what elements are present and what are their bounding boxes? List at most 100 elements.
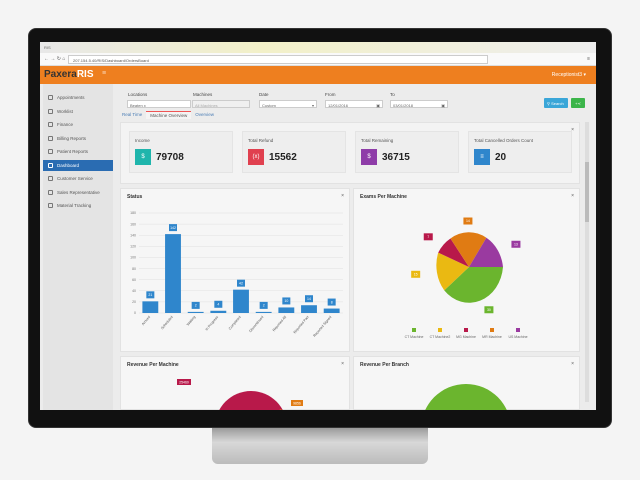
- data-label-box: [237, 279, 245, 287]
- pie-label-box: [511, 240, 521, 248]
- stat-icon: (x): [248, 149, 264, 165]
- data-label: 2: [263, 304, 265, 308]
- data-label-box: [282, 297, 291, 305]
- data-label-box: [327, 298, 336, 306]
- tab-real-time[interactable]: Real Time: [122, 112, 143, 117]
- sidebar-item-label: Customer Service: [57, 176, 93, 181]
- sidebar: Appointments Worklist Finance Billing Repor…: [43, 84, 113, 410]
- url-input[interactable]: 207.154.5.40/RIS/Dashboard/OrdersBoard: [68, 55, 488, 64]
- sidebar-item-patient-reports[interactable]: Patient Reports: [43, 146, 113, 157]
- date-select[interactable]: Custom ▾: [259, 100, 317, 108]
- x-tick-label: Completed: [228, 315, 242, 331]
- stat-card: Total Cancelled Orders Count ≡ 20: [468, 131, 572, 173]
- machines-input[interactable]: All Machines: [192, 100, 250, 108]
- x-tick-label: Reported Part: [293, 315, 310, 334]
- revenue-branch-pie: [425, 384, 507, 410]
- close-icon[interactable]: ×: [571, 193, 574, 199]
- scrollbar[interactable]: [585, 122, 589, 402]
- file-icon: [48, 149, 53, 154]
- phone-icon: [48, 176, 53, 181]
- document-icon: [48, 135, 53, 141]
- to-date-input[interactable]: 03/01/2018 ▣: [390, 100, 448, 108]
- sidebar-item-sales-representative[interactable]: Sales Representative: [43, 187, 113, 198]
- sidebar-item-material-tracking[interactable]: Material Tracking: [43, 200, 113, 211]
- exams-panel: Exams Per Machine × 30 CT Machine 15 CT Mac…: [353, 188, 580, 352]
- sidebar-item-appointments[interactable]: Appointments: [43, 92, 113, 103]
- revenue-slice: [219, 391, 283, 410]
- close-icon[interactable]: ×: [341, 361, 344, 367]
- locations-input[interactable]: Beaten x: [127, 100, 191, 108]
- search-button[interactable]: ⚲ Search: [544, 98, 568, 108]
- legend-swatch: [438, 328, 442, 332]
- pie-label-box: [463, 217, 473, 225]
- sidebar-item-worklist[interactable]: Worklist: [43, 106, 113, 117]
- x-tick-label: Arrived: [141, 315, 151, 326]
- y-tick-label: 120: [130, 245, 136, 249]
- status-panel: Status × 0 20 40 60 80 100 120 140 160 180 21 Arriv…: [120, 188, 350, 352]
- stat-icon: $: [361, 149, 377, 165]
- data-label-box: [169, 224, 177, 232]
- close-icon[interactable]: ×: [571, 127, 574, 133]
- close-icon[interactable]: ×: [571, 361, 574, 367]
- pie-slice: [469, 237, 503, 267]
- data-label: 4: [217, 302, 219, 306]
- tabs: Real Time Machine Overview Overview: [118, 111, 218, 119]
- y-tick-label: 40: [132, 289, 136, 293]
- bar: [187, 311, 204, 313]
- sidebar-item-label: Worklist: [57, 108, 73, 114]
- stat-title: Income: [135, 138, 150, 143]
- revenue-slice: [425, 384, 507, 410]
- stat-value: 15562: [269, 152, 297, 163]
- tab-machine-overview[interactable]: Machine Overview: [146, 111, 192, 119]
- nav-buttons-icon[interactable]: ← → ↻ ⌂: [44, 56, 66, 62]
- from-date-input[interactable]: 12/01/2016 ▣: [325, 100, 383, 108]
- browser-tab[interactable]: RIS: [40, 42, 596, 53]
- bar: [323, 308, 340, 313]
- bar: [210, 310, 227, 313]
- tab-overview[interactable]: Overview: [195, 112, 215, 117]
- y-tick-label: 180: [130, 211, 136, 215]
- exchange-icon: [48, 189, 53, 195]
- sidebar-item-dashboard[interactable]: Dashboard: [43, 159, 113, 171]
- y-tick-label: 160: [130, 222, 136, 226]
- close-icon[interactable]: ×: [341, 193, 344, 199]
- bar: [165, 234, 181, 313]
- data-label: 14: [307, 297, 311, 301]
- stat-card: Income $79708: [129, 131, 233, 173]
- revenue-branch-title: Revenue Per Branch: [360, 362, 409, 368]
- pie-slice: [438, 238, 469, 267]
- legend-entry: US Machine: [508, 335, 527, 339]
- stat-icon: ≡: [474, 149, 490, 165]
- y-tick-label: 140: [130, 233, 136, 237]
- sidebar-item-finance[interactable]: Finance: [43, 119, 113, 130]
- hamburger-icon[interactable]: ≡: [102, 70, 107, 77]
- calendar-icon: ▣: [376, 102, 380, 108]
- app-header: PaxeraRIS ≡ Receptionist3 ▾: [40, 66, 596, 84]
- revenue-label-box: [291, 400, 303, 406]
- stat-value: 20: [495, 152, 507, 163]
- sidebar-item-billing-reports[interactable]: Billing Reports: [43, 133, 113, 144]
- pie-label: 14: [466, 219, 470, 223]
- revenue-branch-panel: Revenue Per Branch ×: [353, 356, 580, 410]
- sidebar-item-label: Appointments: [57, 95, 85, 100]
- legend-swatch: [516, 328, 520, 332]
- x-tick-label: Scheduled: [160, 315, 174, 330]
- sidebar-item-label: Material Tracking: [57, 203, 92, 208]
- sidebar-item-customer-service[interactable]: Customer Service: [43, 173, 113, 184]
- sidebar-item-label: Dashboard: [57, 162, 80, 168]
- revenue-machine-panel: Revenue Per Machine × 25460 9856: [120, 356, 350, 410]
- data-label: 142: [170, 226, 176, 230]
- screen: RIS ← → ↻ ⌂ 207.154.5.40/RIS/Dashboard/O…: [40, 42, 596, 410]
- data-label: 21: [148, 293, 152, 297]
- legend-swatch: [464, 328, 468, 332]
- calendar-icon: ▣: [441, 102, 445, 108]
- legend-entry: MR Machine: [482, 335, 502, 339]
- data-label-box: [214, 300, 223, 308]
- exams-title: Exams Per Machine: [360, 194, 407, 200]
- user-menu[interactable]: Receptionist3 ▾: [551, 72, 586, 78]
- x-tick-label: Reported Signed: [312, 315, 332, 338]
- x-tick-label: Discontinued: [248, 315, 264, 333]
- data-label-box: [259, 301, 268, 309]
- menu-icon[interactable]: ≡: [587, 56, 590, 62]
- share-button[interactable]: +≺: [571, 98, 585, 108]
